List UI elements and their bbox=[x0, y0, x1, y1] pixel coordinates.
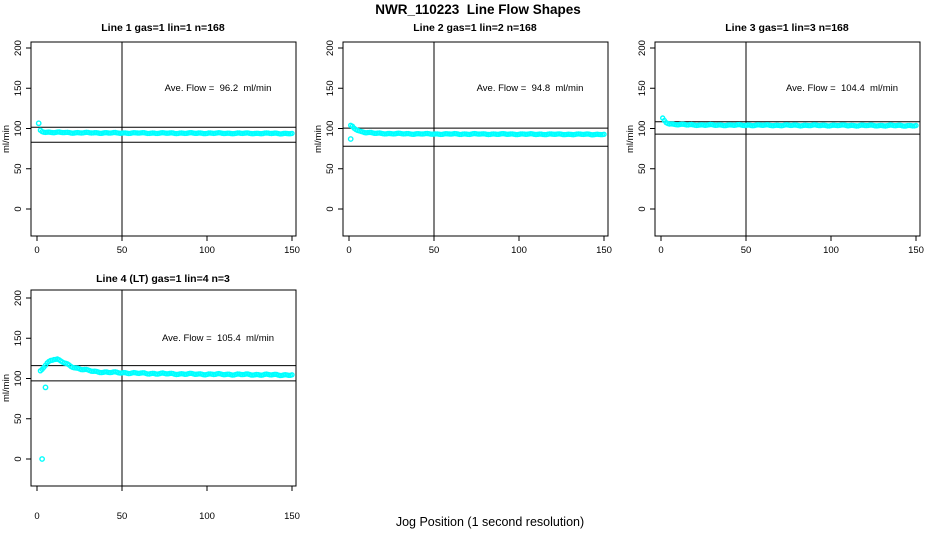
y-tick-label: 50 bbox=[13, 413, 24, 424]
subplot-title: Line 2 gas=1 lin=2 n=168 bbox=[413, 22, 537, 34]
y-tick-label: 100 bbox=[13, 371, 24, 387]
x-tick-label: 50 bbox=[429, 245, 440, 256]
y-tick-label: 50 bbox=[13, 163, 24, 174]
y-tick-label: 100 bbox=[637, 121, 648, 137]
y-tick-label: 150 bbox=[13, 330, 24, 346]
x-tick-label: 100 bbox=[511, 245, 527, 256]
y-tick-label: 0 bbox=[13, 206, 24, 211]
subplot-line1: 0 50 100 150 0 50 100 150 200 ml/min Line 1 gas=1 … bbox=[1, 22, 300, 256]
ave-flow-annotation: Ave. Flow = 105.4 ml/min bbox=[162, 333, 274, 344]
x-tick-label: 150 bbox=[284, 245, 300, 256]
flow-data-points bbox=[35, 120, 295, 137]
y-tick-label: 0 bbox=[325, 206, 336, 211]
flow-data-points bbox=[37, 356, 295, 462]
panel-box bbox=[342, 41, 609, 237]
y-tick-label: 150 bbox=[13, 80, 24, 96]
x-axis-label: Jog Position (1 second resolution) bbox=[395, 515, 585, 529]
x-tick-label: 100 bbox=[199, 245, 215, 256]
flow-data-points bbox=[660, 115, 919, 129]
subplot-title: Line 4 (LT) gas=1 lin=4 n=3 bbox=[96, 273, 230, 285]
x-tick-label: 0 bbox=[346, 245, 351, 256]
ave-flow-annotation: Ave. Flow = 96.2 ml/min bbox=[165, 83, 272, 94]
panel-box bbox=[30, 289, 297, 487]
x-tick-label: 50 bbox=[117, 245, 128, 256]
y-tick-label: 200 bbox=[637, 40, 648, 56]
subplot-title: Line 1 gas=1 lin=1 n=168 bbox=[101, 22, 225, 34]
x-tick-label: 150 bbox=[908, 245, 924, 256]
x-tick-label: 100 bbox=[823, 245, 839, 256]
subplot-line4: 0 50 100 150 0 50 100 150 200 ml/min Line 4 (LT) g… bbox=[1, 273, 300, 522]
x-tick-label: 100 bbox=[199, 511, 215, 522]
main-title: NWR_110223 Line Flow Shapes bbox=[375, 2, 581, 17]
y-tick-label: 100 bbox=[13, 121, 24, 137]
flow-data-points bbox=[347, 122, 607, 142]
y-axis-label: ml/min bbox=[313, 125, 324, 153]
y-tick-label: 50 bbox=[325, 163, 336, 174]
y-axis-label: ml/min bbox=[1, 125, 12, 153]
x-tick-label: 0 bbox=[658, 245, 663, 256]
y-axis-label: ml/min bbox=[625, 125, 636, 153]
x-tick-label: 0 bbox=[34, 245, 39, 256]
subplot-title: Line 3 gas=1 lin=3 n=168 bbox=[725, 22, 849, 34]
y-tick-label: 0 bbox=[637, 206, 648, 211]
y-tick-label: 200 bbox=[325, 40, 336, 56]
y-tick-label: 200 bbox=[13, 40, 24, 56]
x-tick-label: 150 bbox=[284, 511, 300, 522]
x-tick-label: 50 bbox=[741, 245, 752, 256]
ave-flow-annotation: Ave. Flow = 104.4 ml/min bbox=[786, 83, 898, 94]
ave-flow-annotation: Ave. Flow = 94.8 ml/min bbox=[477, 83, 584, 94]
x-tick-label: 150 bbox=[596, 245, 612, 256]
y-tick-label: 0 bbox=[13, 456, 24, 461]
panel-box bbox=[30, 41, 297, 237]
y-tick-label: 100 bbox=[325, 121, 336, 137]
x-tick-label: 50 bbox=[117, 511, 128, 522]
x-tick-label: 0 bbox=[34, 511, 39, 522]
y-tick-label: 150 bbox=[325, 80, 336, 96]
panel-box bbox=[654, 41, 921, 237]
subplot-line2: 0 50 100 150 0 50 100 150 200 ml/min Line 2 gas=1 … bbox=[313, 22, 612, 256]
subplot-line3: 0 50 100 150 0 50 100 150 200 ml/min Line 3 gas=1 … bbox=[625, 22, 924, 256]
y-tick-label: 200 bbox=[13, 290, 24, 306]
y-tick-label: 150 bbox=[637, 80, 648, 96]
y-tick-label: 50 bbox=[637, 163, 648, 174]
y-axis-label: ml/min bbox=[1, 374, 12, 402]
